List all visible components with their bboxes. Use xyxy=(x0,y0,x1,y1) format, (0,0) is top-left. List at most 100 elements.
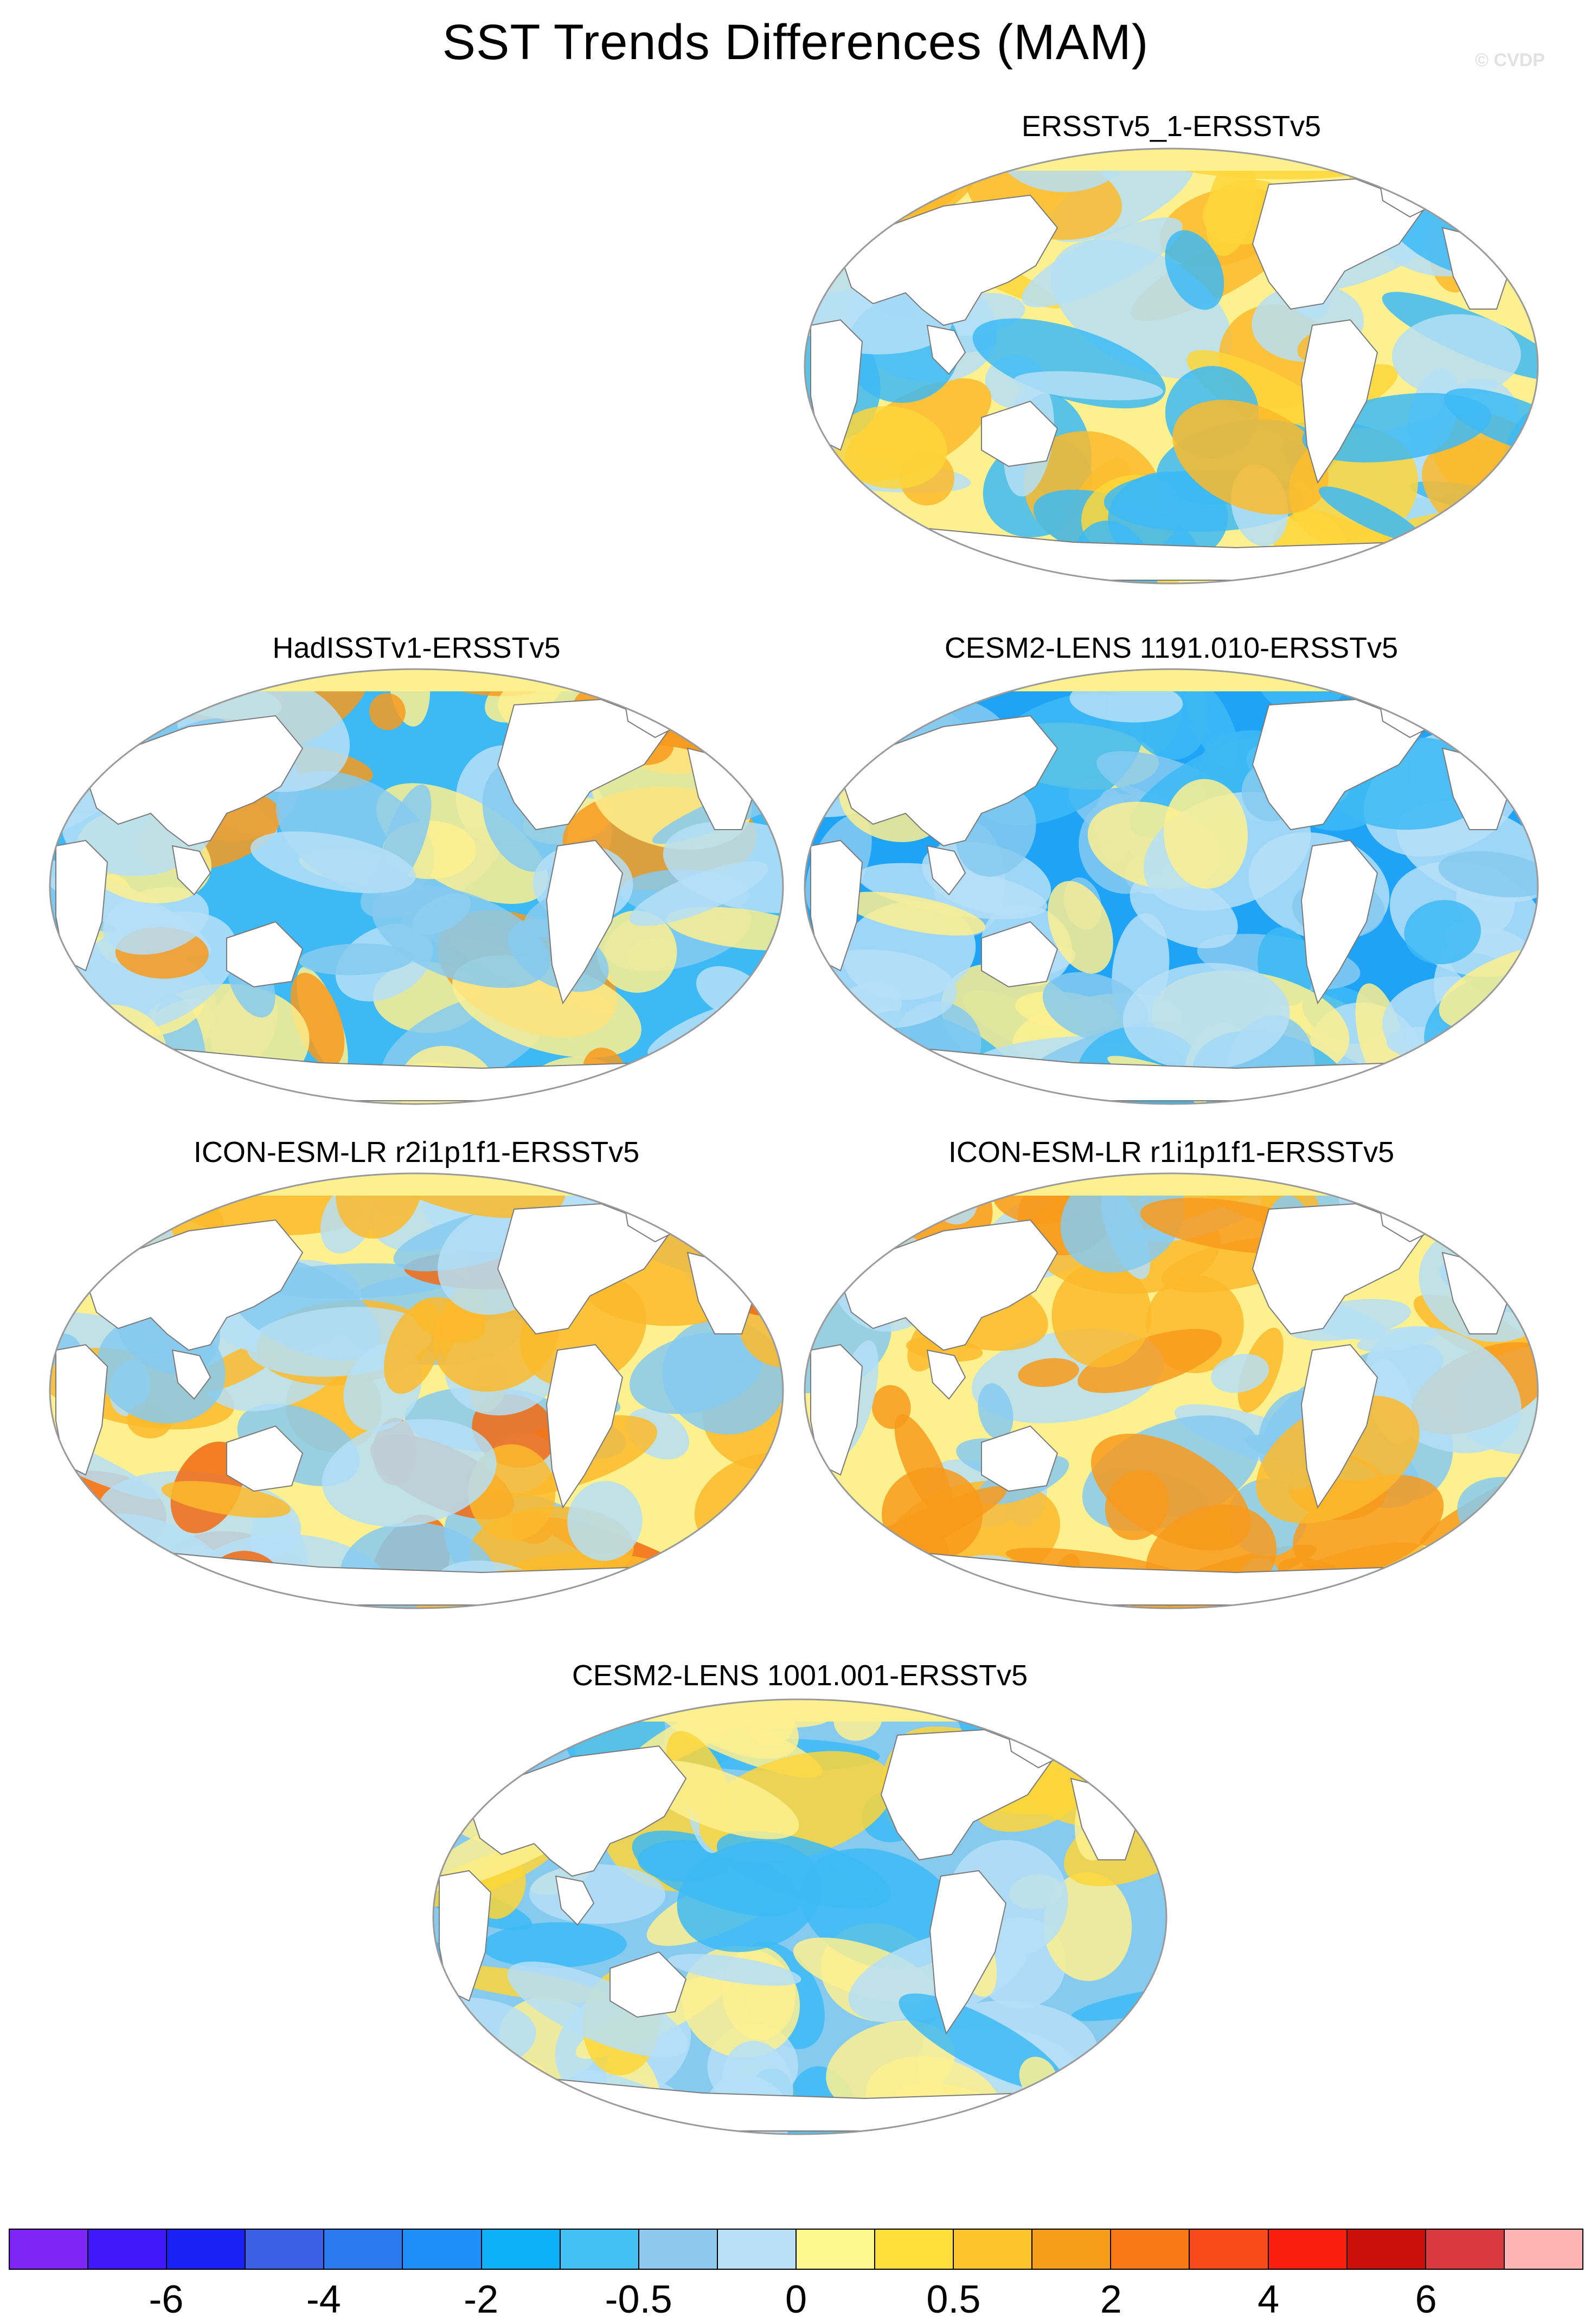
colorbar-swatch xyxy=(796,2230,876,2269)
land-mass xyxy=(468,1745,687,1877)
sst-anomaly-patch xyxy=(567,1481,643,1561)
sst-anomaly-patch xyxy=(1048,881,1113,974)
arctic-strip xyxy=(50,669,783,691)
sst-anomaly-patch xyxy=(1042,972,1149,1043)
sst-anomaly-patch xyxy=(1403,1179,1467,1222)
sst-anomaly-patch xyxy=(1122,962,1290,1070)
sst-anomaly-patch xyxy=(322,1418,497,1527)
land-mass xyxy=(171,1349,211,1400)
land-mass xyxy=(926,324,966,375)
sst-anomaly-patch xyxy=(826,2020,955,2111)
panel-title-ersstv5-1: ERSSTv5_1-ERSSTv5 xyxy=(1021,110,1321,143)
colorbar-swatch xyxy=(482,2230,561,2269)
land-mass xyxy=(55,1344,108,1476)
sst-anomaly-patch xyxy=(1051,1262,1152,1368)
sst-anomaly-patch xyxy=(834,406,947,489)
panel-title-hadisst: HadISSTv1-ERSSTv5 xyxy=(272,632,561,664)
land-mass xyxy=(85,715,304,847)
sst-anomaly-patch xyxy=(1118,2033,1166,2082)
map-panel-icon-r1 xyxy=(804,1172,1539,1609)
sst-anomaly-patch xyxy=(50,1239,84,1276)
land-mass xyxy=(555,1875,595,1926)
colorbar-swatch xyxy=(10,2230,89,2269)
land-mass xyxy=(839,715,1058,847)
colorbar-swatch xyxy=(560,2230,639,2269)
panel-title-icon-r2: ICON-ESM-LR r2i1p1f1-ERSSTv5 xyxy=(193,1136,640,1169)
colorbar-swatch xyxy=(639,2230,718,2269)
panel-title-cesm2-1191: CESM2-LENS 1191.010-ERSSTv5 xyxy=(944,632,1398,664)
map-panel-cesm2-1191 xyxy=(804,668,1539,1105)
land-mass xyxy=(55,839,108,972)
colorbar-swatch xyxy=(88,2230,168,2269)
land-mass xyxy=(546,839,624,1005)
map-border xyxy=(49,668,784,1105)
land-mass xyxy=(926,845,966,896)
sst-anomaly-patch xyxy=(1391,314,1521,397)
sst-anomaly-patch xyxy=(384,1301,443,1394)
land-mass xyxy=(546,1344,624,1509)
sst-anomaly-patch xyxy=(978,1383,1013,1440)
land-mass xyxy=(839,194,1058,326)
sst-anomaly-patch xyxy=(102,887,209,955)
map-border xyxy=(804,668,1539,1105)
colorbar-swatch xyxy=(1032,2230,1112,2269)
sst-anomaly-patch xyxy=(629,861,768,926)
arctic-strip xyxy=(805,149,1538,171)
colorbar-swatch xyxy=(403,2230,482,2269)
sst-anomaly-patch xyxy=(1090,1433,1251,1551)
sst-anomaly-patch xyxy=(1018,1358,1079,1387)
sst-anomaly-patch xyxy=(820,489,875,525)
colorbar-swatch xyxy=(1347,2230,1426,2269)
sst-anomaly-patch xyxy=(250,831,416,894)
sst-anomaly-patch xyxy=(433,2106,530,2134)
map-border xyxy=(49,1172,784,1609)
sst-anomaly-patch xyxy=(805,1193,871,1234)
figure-title: SST Trends Differences (MAM) xyxy=(442,15,1149,70)
colorbar-tick-label: -6 xyxy=(149,2278,184,2321)
land-mass xyxy=(1300,319,1378,484)
sst-anomaly-patch xyxy=(894,1414,952,1518)
land-mass xyxy=(981,921,1058,988)
colorbar-swatch xyxy=(246,2230,325,2269)
sst-anomaly-patch xyxy=(1165,230,1224,310)
colorbar-tick-label: 0 xyxy=(785,2278,807,2321)
sst-anomaly-patch xyxy=(433,1735,459,1780)
panel-title-icon-r1: ICON-ESM-LR r1i1p1f1-ERSSTv5 xyxy=(948,1136,1395,1169)
land-mass xyxy=(929,1870,1007,2035)
sst-anomaly-patch xyxy=(1211,1353,1269,1393)
colorbar-swatch xyxy=(1426,2230,1505,2269)
colorbar-swatch xyxy=(1190,2230,1269,2269)
colorbar-swatch xyxy=(1111,2230,1190,2269)
colorbar-tick-label: 4 xyxy=(1258,2278,1280,2321)
sst-anomaly-patch xyxy=(596,910,677,993)
land-mass xyxy=(926,1349,966,1400)
sst-anomaly-patch xyxy=(1438,851,1538,897)
sst-anomaly-patch xyxy=(1460,1550,1518,1608)
sst-anomaly-patch xyxy=(507,1961,688,2058)
land-mass xyxy=(85,1219,304,1351)
arctic-strip xyxy=(805,669,1538,691)
sst-anomaly-patch xyxy=(677,1841,822,1953)
sst-anomaly-patch xyxy=(1022,217,1183,307)
colorbar-swatch xyxy=(324,2230,403,2269)
land-mass xyxy=(171,845,211,896)
colorbar-swatch xyxy=(1504,2230,1582,2269)
land-mass xyxy=(226,921,304,988)
sst-anomaly-patch xyxy=(50,683,97,750)
land-mass xyxy=(981,400,1058,467)
colorbar-swatch xyxy=(875,2230,954,2269)
colorbar-tick-label: 2 xyxy=(1100,2278,1122,2321)
colorbar-tick-label: 0.5 xyxy=(926,2278,981,2321)
sst-anomaly-patch xyxy=(805,512,882,583)
colorbar-tick-label: -4 xyxy=(306,2278,341,2321)
sst-anomaly-patch xyxy=(1404,900,1481,965)
land-mass xyxy=(226,1425,304,1492)
sst-anomaly-patch xyxy=(371,884,550,988)
sst-anomaly-patch xyxy=(1172,400,1329,515)
land-mass xyxy=(1300,1344,1378,1509)
colorbar-swatch xyxy=(1268,2230,1348,2269)
sst-anomaly-patch xyxy=(440,2095,480,2134)
sst-anomaly-patch xyxy=(369,693,406,730)
sst-anomaly-patch xyxy=(1186,680,1240,769)
sst-anomaly-patch xyxy=(1077,1328,1222,1394)
